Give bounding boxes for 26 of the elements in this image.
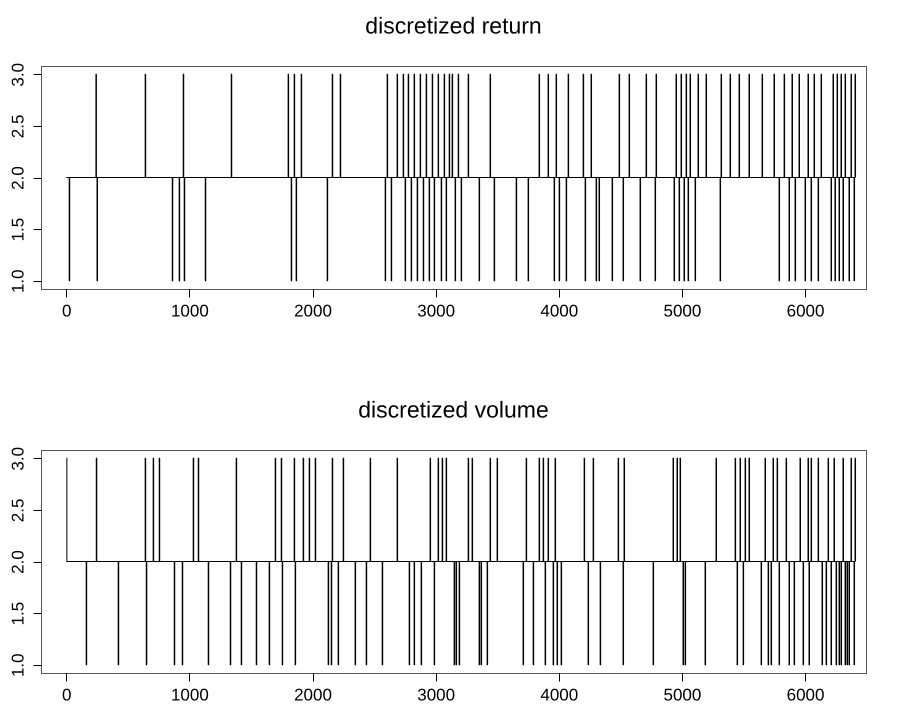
x-tick-label: 3000 [417,302,456,320]
y-tick-label: 2.5 [8,114,28,138]
y-tick-label: 2.0 [8,166,28,190]
x-tick-label: 5000 [664,686,702,704]
x-tick-label: 0 [62,302,72,320]
y-tick-label: 1.5 [8,602,28,626]
x-tick-label: 1000 [170,302,209,320]
y-tick-label: 1.0 [8,653,28,678]
x-tick-label: 6000 [786,686,824,704]
y-tick-label: 2.0 [8,550,28,574]
x-tick-label: 5000 [664,302,702,320]
y-tick-label: 2.5 [8,498,28,522]
x-tick-label: 4000 [540,686,578,704]
x-tick-label: 0 [62,686,72,704]
y-tick-label: 1.5 [8,218,28,242]
chart-title: discretized return [365,12,542,38]
chart-title: discretized volume [358,396,549,422]
x-tick-label: 2000 [294,302,332,320]
x-tick-label: 1000 [170,686,209,704]
x-tick-label: 6000 [786,302,824,320]
x-tick-label: 3000 [417,686,456,704]
x-tick-label: 4000 [540,302,578,320]
y-tick-label: 3.0 [8,446,28,471]
x-tick-label: 2000 [294,686,332,704]
y-tick-label: 3.0 [8,62,28,87]
y-tick-label: 1.0 [8,269,28,294]
